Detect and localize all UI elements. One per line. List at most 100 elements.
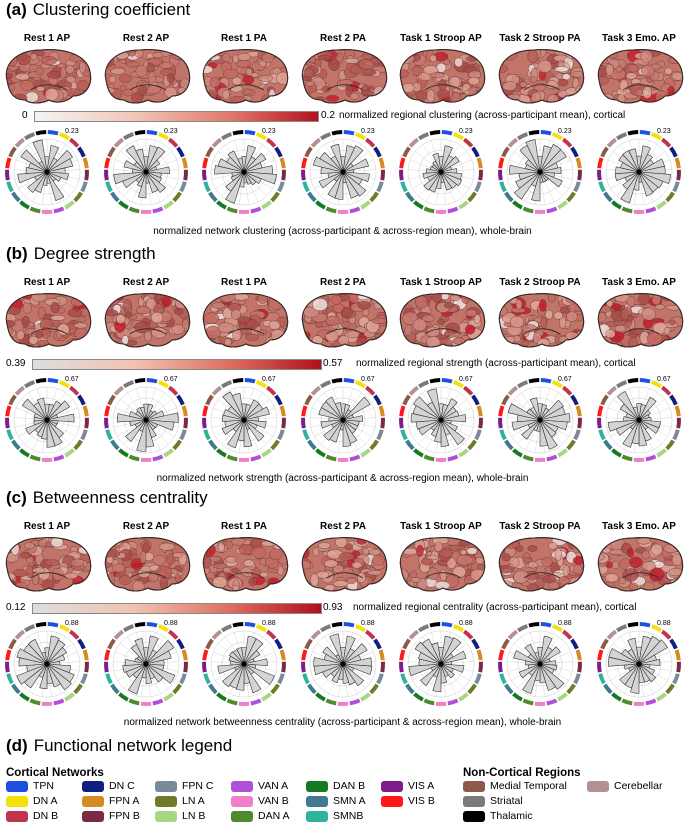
legend-swatch <box>155 810 177 822</box>
legend-item-vis-a: VIS A <box>381 780 434 792</box>
panel-c: (c) Betweenness centrality Rest 1 AP 0.88 R… <box>0 488 685 732</box>
network-rose-plot <box>0 370 94 466</box>
brain-surface-map <box>1 46 93 108</box>
rose-max-label: 0.88 <box>361 620 375 627</box>
rose-max-label: 0.67 <box>558 376 572 383</box>
panel-letter: (c) <box>6 488 27 507</box>
legend-swatch <box>155 795 177 807</box>
colorbar-max: 0.93 <box>323 602 343 613</box>
legend-title: (d) Functional network legend <box>6 736 232 756</box>
colorbar-min: 0.12 <box>6 602 26 613</box>
network-rose-plot <box>592 614 685 710</box>
legend-swatch <box>6 810 28 822</box>
network-rose-plot <box>296 370 390 466</box>
colorbar <box>34 111 319 122</box>
brain-surface-map <box>100 46 192 108</box>
network-rose-plot <box>197 122 291 218</box>
network-rose-plot <box>0 614 94 710</box>
colorbar-min: 0 <box>22 110 28 121</box>
legend-item-fpn-c: FPN C <box>155 780 214 792</box>
legend-swatch <box>463 780 485 792</box>
network-rose-plot <box>592 122 685 218</box>
legend-swatch <box>231 795 253 807</box>
brain-surface-map <box>198 534 290 596</box>
brain-surface-map <box>198 290 290 352</box>
legend-swatch <box>463 795 485 807</box>
column-label: Rest 1 AP <box>23 33 71 44</box>
network-rose-plot <box>197 370 291 466</box>
legend-item-cerebellar: Cerebellar <box>587 780 662 792</box>
network-rose-plot <box>394 122 488 218</box>
rose-max-label: 0.23 <box>262 128 276 135</box>
colorbar-caption: normalized regional centrality (across-p… <box>353 602 637 613</box>
legend-label: FPN A <box>109 795 140 807</box>
legend-label: Striatal <box>490 795 523 807</box>
legend-label: VIS B <box>408 795 435 807</box>
legend-swatch <box>155 780 177 792</box>
rose-max-label: 0.88 <box>65 620 79 627</box>
rose-max-label: 0.88 <box>657 620 671 627</box>
legend-label: SMN A <box>333 795 366 807</box>
rose-max-label: 0.67 <box>657 376 671 383</box>
network-rose-plot <box>197 614 291 710</box>
panel-letter: (b) <box>6 244 28 263</box>
network-rose-plot <box>394 370 488 466</box>
rose-max-label: 0.67 <box>164 376 178 383</box>
legend-label: DN A <box>33 795 58 807</box>
brain-surface-map <box>593 290 685 352</box>
brain-surface-map <box>100 534 192 596</box>
legend-swatch <box>306 795 328 807</box>
column-label: Task 3 Emo. AP <box>602 277 676 288</box>
legend-label: DAN A <box>258 810 290 822</box>
brain-surface-map <box>395 290 487 352</box>
column-label: Rest 2 AP <box>122 33 170 44</box>
panel-title-text: Degree strength <box>33 244 156 263</box>
network-rose-plot <box>394 614 488 710</box>
brain-surface-map <box>1 290 93 352</box>
legend-label: VAN B <box>258 795 289 807</box>
legend-item-dn-b: DN B <box>6 810 58 822</box>
network-rose-plot <box>99 122 193 218</box>
legend-label: Thalamic <box>490 810 533 822</box>
panel-letter: (a) <box>6 0 27 19</box>
rose-max-label: 0.67 <box>361 376 375 383</box>
rose-max-label: 0.67 <box>262 376 276 383</box>
column-label: Task 1 Stroop AP <box>400 521 482 532</box>
brain-surface-map <box>1 534 93 596</box>
legend-swatch <box>463 810 485 822</box>
brain-surface-map <box>593 46 685 108</box>
legend-label: DN B <box>33 810 59 822</box>
column-label: Rest 2 AP <box>122 277 170 288</box>
column-label: Task 2 Stroop PA <box>499 33 581 44</box>
legend-item-dan-b: DAN B <box>306 780 365 792</box>
column-label: Task 2 Stroop PA <box>499 277 581 288</box>
legend-item-dan-a: DAN A <box>231 810 290 822</box>
brain-surface-map <box>494 46 586 108</box>
legend-label: DN C <box>109 780 135 792</box>
legend-swatch <box>381 780 403 792</box>
column-label: Rest 1 PA <box>221 33 267 44</box>
legend-item-smn-a: SMN A <box>306 795 366 807</box>
legend-swatch <box>381 795 403 807</box>
panel-title: (b) Degree strength <box>6 244 156 264</box>
column-label: Rest 1 PA <box>221 521 267 532</box>
legend-swatch <box>306 810 328 822</box>
legend-item-van-a: VAN A <box>231 780 288 792</box>
legend-label: TPN <box>33 780 54 792</box>
non-cortical-regions-heading: Non-Cortical Regions <box>463 767 581 779</box>
panel-title-text: Betweenness centrality <box>32 488 208 507</box>
brain-surface-map <box>395 46 487 108</box>
brain-surface-map <box>494 534 586 596</box>
legend-letter: (d) <box>6 736 28 755</box>
legend-label: Cerebellar <box>614 780 663 792</box>
legend-swatch <box>6 795 28 807</box>
legend-swatch <box>82 795 104 807</box>
column-label: Rest 2 PA <box>320 521 366 532</box>
colorbar-max: 0.2 <box>321 110 335 121</box>
panel-b: (b) Degree strength Rest 1 AP 0.67 Rest 2 A… <box>0 244 685 488</box>
legend-item-striatal: Striatal <box>463 795 523 807</box>
network-rose-plot <box>296 122 390 218</box>
rose-max-label: 0.23 <box>459 128 473 135</box>
legend-item-fpn-b: FPN B <box>82 810 140 822</box>
brain-surface-map <box>297 46 389 108</box>
